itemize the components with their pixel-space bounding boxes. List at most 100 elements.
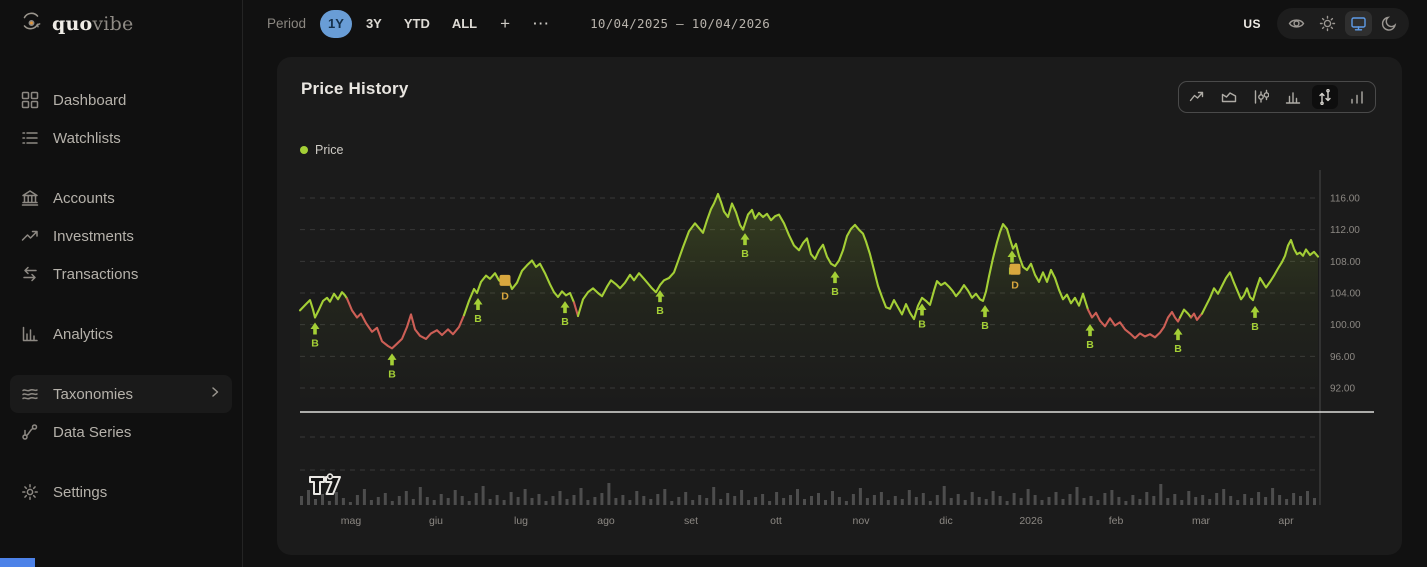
locale-label[interactable]: US <box>1243 16 1261 31</box>
volume-bar <box>1005 501 1009 505</box>
sidebar-item-watchlists[interactable]: Watchlists <box>10 119 232 157</box>
buy-marker-label: B <box>1174 343 1182 355</box>
signals-chart-icon[interactable] <box>1312 85 1338 109</box>
sidebar-item-investments[interactable]: Investments <box>10 217 232 255</box>
area-chart-icon[interactable] <box>1216 85 1242 109</box>
price-chart-svg[interactable]: 116.00 112.00 108.00 104.00 100.00 96.00 92.00… <box>277 57 1402 555</box>
volume-bar <box>425 497 429 505</box>
y-axis-tick-label: 96.00 <box>1330 352 1355 363</box>
volume-bar <box>1271 488 1275 505</box>
buy-marker-arrow[interactable] <box>1007 250 1017 263</box>
sell-marker-square[interactable] <box>1009 263 1021 275</box>
volume-bar <box>314 499 317 505</box>
volume-bar <box>1075 487 1079 505</box>
volume-bar <box>1236 500 1240 505</box>
volume-bar <box>1166 498 1170 505</box>
volume-bar <box>726 493 730 505</box>
buy-marker-arrow[interactable] <box>1173 328 1183 341</box>
date-range[interactable]: 10/04/2025 – 10/04/2026 <box>590 16 771 31</box>
volume-bar <box>551 496 555 505</box>
more-options-button[interactable]: ⋯ <box>532 13 550 33</box>
eye-icon[interactable] <box>1283 11 1310 36</box>
moon-icon[interactable] <box>1376 11 1403 36</box>
volume-bar <box>453 490 457 505</box>
x-axis-tick-label: dic <box>939 515 952 527</box>
bank-icon <box>20 189 39 208</box>
sidebar-item-taxonomies[interactable]: Taxonomies <box>10 375 232 413</box>
add-period-button[interactable]: + <box>500 13 511 33</box>
volume-bar <box>516 497 520 505</box>
y-axis-tick-label: 108.00 <box>1330 257 1361 268</box>
topbar: Period 1Y 3Y YTD ALL + ⋯ 10/04/2025 – 10/04… <box>244 0 1427 47</box>
gear-icon <box>20 483 39 502</box>
sidebar-item-transactions[interactable]: Transactions <box>10 255 232 293</box>
period-option-all[interactable]: ALL <box>451 16 478 31</box>
volume-bar <box>586 500 590 505</box>
trending-up-icon <box>20 227 39 246</box>
buy-marker-arrow[interactable] <box>830 271 840 284</box>
taskbar-fragment <box>0 558 35 567</box>
volume-bar <box>1215 493 1219 505</box>
volume-bar <box>376 497 380 505</box>
buy-marker-arrow[interactable] <box>655 290 665 303</box>
dashboard-grid-icon <box>20 91 39 110</box>
period-option-1y[interactable]: 1Y <box>320 9 352 38</box>
buy-marker-label: B <box>831 286 839 298</box>
volume-bar <box>1152 496 1156 505</box>
volume-bar <box>949 498 953 505</box>
series-legend[interactable]: Price <box>300 143 343 157</box>
buy-marker-arrow[interactable] <box>310 322 320 335</box>
period-option-ytd[interactable]: YTD <box>403 16 430 31</box>
ohlc-chart-icon[interactable] <box>1248 85 1274 109</box>
buy-marker-arrow[interactable] <box>980 305 990 318</box>
sidebar-item-analytics[interactable]: Analytics <box>10 315 232 353</box>
sidebar-item-data-series[interactable]: Data Series <box>10 413 232 451</box>
buy-marker-arrow[interactable] <box>387 353 397 366</box>
sell-marker-label: D <box>1011 279 1019 291</box>
buy-marker-arrow[interactable] <box>473 298 483 311</box>
volume-bar <box>635 491 639 505</box>
brand-logo[interactable]: quovibe <box>0 0 242 47</box>
x-axis-tick-label: ott <box>770 515 782 527</box>
y-axis-tick-label: 112.00 <box>1330 225 1360 236</box>
buy-marker-arrow[interactable] <box>917 303 927 316</box>
volume-bar <box>1159 484 1163 505</box>
volume-bar <box>530 498 534 505</box>
volume-bar <box>649 499 653 505</box>
buy-marker-arrow[interactable] <box>560 301 570 314</box>
sidebar-nav: Dashboard Watchlists Accounts Investments Tr… <box>0 81 242 511</box>
buy-marker-arrow[interactable] <box>740 233 750 246</box>
period-option-3y[interactable]: 3Y <box>365 16 382 31</box>
volume-bar <box>481 486 485 505</box>
volume-bar <box>432 500 436 505</box>
monitor-icon[interactable] <box>1345 11 1372 36</box>
line-chart-icon[interactable] <box>1184 85 1210 109</box>
volume-bar <box>782 498 786 505</box>
volume-bar <box>1243 494 1247 505</box>
volume-bar <box>642 496 646 505</box>
buy-marker-arrow[interactable] <box>1085 324 1095 337</box>
sun-icon[interactable] <box>1314 11 1341 36</box>
price-line-segment-up <box>298 291 349 319</box>
volume-bar <box>1299 496 1302 505</box>
sidebar-item-accounts[interactable]: Accounts <box>10 179 232 217</box>
histogram-chart-icon[interactable] <box>1280 85 1306 109</box>
volume-bar <box>775 492 779 505</box>
buy-marker-label: B <box>656 305 664 317</box>
volume-bar <box>1278 495 1282 505</box>
volume-chart-icon[interactable] <box>1344 85 1370 109</box>
volume-bar <box>1040 500 1044 505</box>
sidebar-item-settings[interactable]: Settings <box>10 473 232 511</box>
sidebar-item-dashboard[interactable]: Dashboard <box>10 81 232 119</box>
volume-bar <box>1026 489 1030 505</box>
sell-marker-square[interactable] <box>499 274 511 286</box>
volume-bar <box>1285 499 1289 505</box>
buy-marker-label: B <box>741 248 749 260</box>
x-axis-tick-label: feb <box>1109 515 1124 527</box>
sell-marker-label: D <box>501 290 509 302</box>
volume-bar <box>1257 492 1261 505</box>
buy-marker-arrow[interactable] <box>1250 305 1260 318</box>
volume-bar <box>740 490 744 505</box>
price-line-segment-down <box>572 301 580 318</box>
price-line-segment-up <box>1200 238 1320 315</box>
